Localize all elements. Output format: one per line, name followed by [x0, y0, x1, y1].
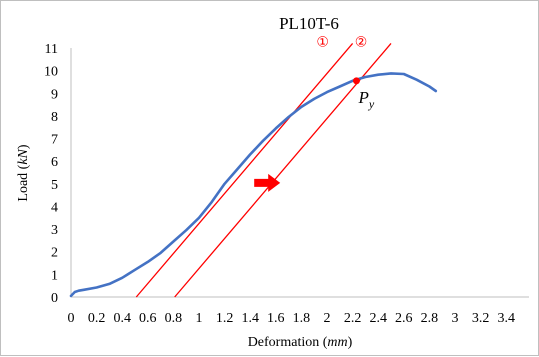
- reference-line-label-2: ②: [355, 35, 368, 50]
- x-tick-label: 3.4: [497, 311, 515, 326]
- y-tick-label: 10: [44, 65, 58, 80]
- y-tick-label: 6: [51, 155, 58, 170]
- x-tick-label: 1.2: [216, 311, 234, 326]
- x-tick-label: 3.2: [472, 311, 490, 326]
- x-tick-label: 1: [196, 311, 203, 326]
- y-tick-label: 7: [51, 133, 58, 148]
- x-tick-label: 1.8: [293, 311, 311, 326]
- y-axis-title: Load (kN): [16, 144, 31, 202]
- x-tick-label: 0.8: [165, 311, 183, 326]
- annotations: Py: [254, 77, 375, 192]
- y-tick-label: 0: [51, 291, 58, 306]
- x-tick-label: 1.4: [241, 311, 259, 326]
- reference-line-1: [135, 43, 354, 298]
- y-tick-label: 4: [51, 200, 58, 215]
- x-tick-label: 2.2: [344, 311, 362, 326]
- y-tick-labels: 0 1 2 3 4 5 6 7 8 9 10 11: [44, 42, 58, 306]
- y-tick-label: 1: [51, 268, 58, 283]
- yield-point-label: Py: [357, 88, 374, 111]
- x-tick-label: 0: [68, 311, 75, 326]
- reference-line-label-1: ①: [316, 35, 329, 50]
- x-tick-label: 0.2: [88, 311, 106, 326]
- x-tick-label: 2: [324, 311, 331, 326]
- y-tick-label: 3: [51, 223, 58, 238]
- x-tick-label: 2.4: [369, 311, 387, 326]
- reference-line-2: [174, 43, 392, 298]
- x-tick-labels: 0 0.2 0.4 0.6 0.8 1 1.2 1.4 1.6 1.8 2 2.2 2.4 2.6 2.8 3…: [68, 311, 515, 326]
- x-tick-label: 0.6: [139, 311, 157, 326]
- x-axis-title: Deformation (mm): [248, 335, 353, 350]
- x-tick-label: 2.8: [421, 311, 439, 326]
- x-tick-label: 2.6: [395, 311, 413, 326]
- x-tick-label: 0.4: [113, 311, 131, 326]
- data-series: [69, 72, 438, 298]
- y-tick-label: 5: [51, 178, 58, 193]
- x-tick-label: 3: [452, 311, 459, 326]
- chart-title: PL10T-6: [279, 14, 339, 33]
- y-tick-label: 9: [51, 87, 58, 102]
- series-line-1: [69, 72, 438, 298]
- y-tick-label: 8: [51, 110, 58, 125]
- y-tick-label: 11: [45, 42, 58, 57]
- shift-arrow-icon: [254, 173, 281, 192]
- y-tick-label: 2: [51, 246, 58, 261]
- x-tick-label: 1.6: [267, 311, 285, 326]
- yield-point-marker: [352, 77, 360, 85]
